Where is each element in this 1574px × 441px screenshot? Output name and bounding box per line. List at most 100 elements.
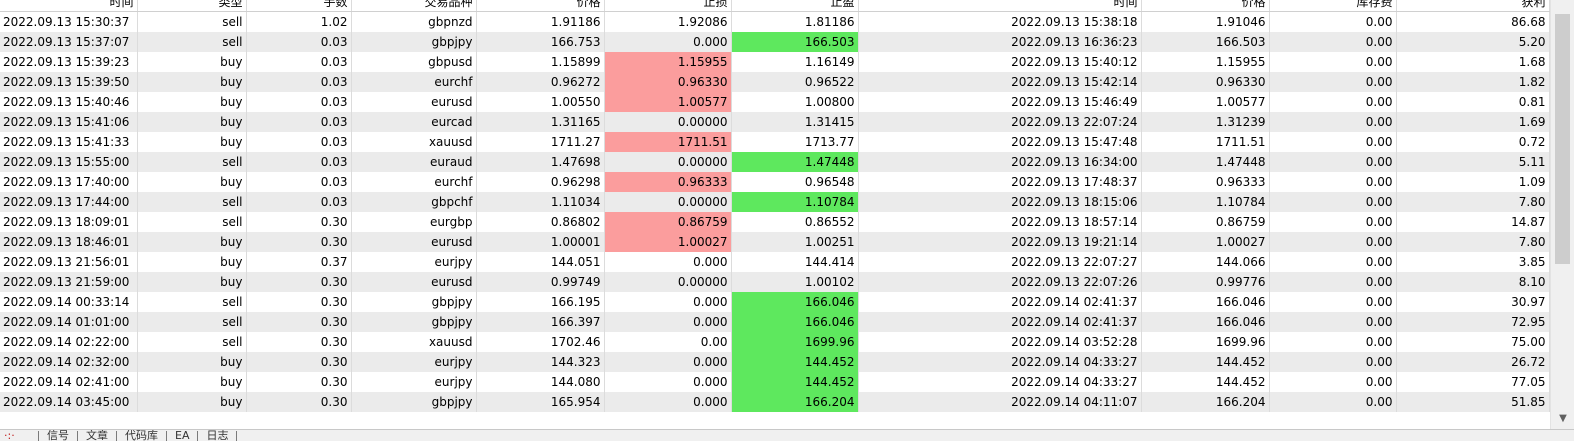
table-row[interactable]: 2022.09.13 15:30:37 sell 1.02 gbpnzd 1.91186… xyxy=(0,11,1550,32)
table-row[interactable]: 2022.09.14 02:41:00 buy 0.30 eurjpy 144.080 0… xyxy=(0,372,1550,392)
table-row[interactable]: 2022.09.13 15:39:50 buy 0.03 eurchf 0.96272 0… xyxy=(0,72,1550,92)
table-row[interactable]: 2022.09.13 21:56:01 buy 0.37 eurjpy 144.051 0… xyxy=(0,252,1550,272)
cell-swap: 0.00 xyxy=(1269,232,1397,252)
col-header-profit[interactable]: 获利 xyxy=(1396,0,1550,12)
cell-lots: 0.03 xyxy=(246,152,352,172)
tab-separator xyxy=(116,431,117,441)
cell-open-time: 2022.09.13 15:37:07 xyxy=(0,32,138,52)
cell-open-price: 144.323 xyxy=(476,352,605,372)
col-header-symbol[interactable]: 交易品种 xyxy=(351,0,477,12)
cell-type: buy xyxy=(137,112,247,132)
trade-history-panel: 时间 类型 手数 交易品种 价格 止损 止盈 时间 价格 库存费 获利 2022… xyxy=(0,0,1550,412)
cell-close-time: 2022.09.14 03:52:28 xyxy=(858,332,1142,352)
cell-stop-loss: 0.96330 xyxy=(604,72,732,92)
col-header-close-price[interactable]: 价格 xyxy=(1141,0,1270,12)
cell-lots: 0.30 xyxy=(246,232,352,252)
cell-type: buy xyxy=(137,352,247,372)
cell-close-price: 0.96333 xyxy=(1141,172,1270,192)
col-header-close-time[interactable]: 时间 xyxy=(858,0,1142,12)
cell-open-time: 2022.09.13 15:39:50 xyxy=(0,72,138,92)
cell-take-profit: 1.16149 xyxy=(731,52,859,72)
table-row[interactable]: 2022.09.13 15:37:07 sell 0.03 gbpjpy 166.753… xyxy=(0,32,1550,52)
cell-close-time: 2022.09.13 16:36:23 xyxy=(858,32,1142,52)
triangle-down-icon[interactable]: ▼ xyxy=(1559,413,1567,424)
cell-take-profit: 1.81186 xyxy=(731,11,859,32)
table-row[interactable]: 2022.09.14 02:22:00 sell 0.30 xauusd 1702.46… xyxy=(0,332,1550,352)
cell-stop-loss: 0.000 xyxy=(604,352,732,372)
cell-swap: 0.00 xyxy=(1269,392,1397,412)
cell-open-price: 0.96298 xyxy=(476,172,605,192)
col-header-open-price[interactable]: 价格 xyxy=(476,0,605,12)
cell-lots: 0.37 xyxy=(246,252,352,272)
cell-type: buy xyxy=(137,392,247,412)
table-row[interactable]: 2022.09.13 17:40:00 buy 0.03 eurchf 0.96298 0… xyxy=(0,172,1550,192)
cell-profit: 1.82 xyxy=(1396,72,1550,92)
cell-stop-loss: 0.000 xyxy=(604,292,732,312)
cell-close-time: 2022.09.13 17:48:37 xyxy=(858,172,1142,192)
cell-lots: 0.03 xyxy=(246,132,352,152)
cell-symbol: eurcad xyxy=(351,112,477,132)
tab-ea[interactable]: EA xyxy=(175,429,190,441)
cell-lots: 0.30 xyxy=(246,312,352,332)
col-header-type[interactable]: 类型 xyxy=(137,0,247,12)
tab-truncated-left[interactable]: ·:· xyxy=(4,429,15,441)
cell-swap: 0.00 xyxy=(1269,192,1397,212)
tab-code-base[interactable]: 代码库 xyxy=(125,429,158,441)
cell-swap: 0.00 xyxy=(1269,52,1397,72)
table-row[interactable]: 2022.09.13 15:39:23 buy 0.03 gbpusd 1.15899 1… xyxy=(0,52,1550,72)
cell-close-time: 2022.09.13 22:07:26 xyxy=(858,272,1142,292)
cell-close-price: 1.00577 xyxy=(1141,92,1270,112)
cell-type: buy xyxy=(137,52,247,72)
cell-swap: 0.00 xyxy=(1269,332,1397,352)
cell-take-profit: 144.452 xyxy=(731,352,859,372)
tab-articles[interactable]: 文章 xyxy=(86,429,108,441)
cell-open-price: 1711.27 xyxy=(476,132,605,152)
cell-symbol: xauusd xyxy=(351,332,477,352)
cell-close-price: 1.31239 xyxy=(1141,112,1270,132)
cell-swap: 0.00 xyxy=(1269,72,1397,92)
cell-take-profit: 1.10784 xyxy=(731,192,859,212)
tab-signals[interactable]: 信号 xyxy=(47,429,69,441)
scrollbar-thumb[interactable] xyxy=(1555,14,1570,264)
cell-lots: 0.30 xyxy=(246,352,352,372)
cell-symbol: xauusd xyxy=(351,132,477,152)
table-row[interactable]: 2022.09.13 15:41:06 buy 0.03 eurcad 1.31165 0… xyxy=(0,112,1550,132)
col-header-lots[interactable]: 手数 xyxy=(246,0,352,12)
cell-stop-loss: 0.00 xyxy=(604,332,732,352)
table-row[interactable]: 2022.09.13 17:44:00 sell 0.03 gbpchf 1.11034… xyxy=(0,192,1550,212)
cell-stop-loss: 0.000 xyxy=(604,392,732,412)
cell-close-price: 1.91046 xyxy=(1141,11,1270,32)
table-row[interactable]: 2022.09.13 21:59:00 buy 0.30 eurusd 0.99749 0… xyxy=(0,272,1550,292)
cell-open-price: 1.47698 xyxy=(476,152,605,172)
cell-type: sell xyxy=(137,192,247,212)
cell-stop-loss: 0.00000 xyxy=(604,112,732,132)
table-row[interactable]: 2022.09.13 18:46:01 buy 0.30 eurusd 1.00001 1… xyxy=(0,232,1550,252)
table-row[interactable]: 2022.09.14 00:33:14 sell 0.30 gbpjpy 166.195… xyxy=(0,292,1550,312)
table-row[interactable]: 2022.09.13 15:41:33 buy 0.03 xauusd 1711.27 1… xyxy=(0,132,1550,152)
cell-swap: 0.00 xyxy=(1269,212,1397,232)
col-header-swap[interactable]: 库存费 xyxy=(1269,0,1397,12)
col-header-take-profit[interactable]: 止盈 xyxy=(731,0,859,12)
table-row[interactable]: 2022.09.14 03:45:00 buy 0.30 gbpjpy 165.954 0… xyxy=(0,392,1550,412)
vertical-scrollbar[interactable]: ▼ xyxy=(1550,0,1574,429)
cell-open-time: 2022.09.13 17:40:00 xyxy=(0,172,138,192)
col-header-open-time[interactable]: 时间 xyxy=(0,0,138,12)
cell-lots: 0.03 xyxy=(246,52,352,72)
col-header-stop-loss[interactable]: 止损 xyxy=(604,0,732,12)
cell-lots: 0.03 xyxy=(246,32,352,52)
cell-take-profit: 166.046 xyxy=(731,292,859,312)
cell-profit: 77.05 xyxy=(1396,372,1550,392)
cell-close-time: 2022.09.13 18:15:06 xyxy=(858,192,1142,212)
cell-symbol: euraud xyxy=(351,152,477,172)
table-row[interactable]: 2022.09.14 01:01:00 sell 0.30 gbpjpy 166.397… xyxy=(0,312,1550,332)
cell-open-price: 166.753 xyxy=(476,32,605,52)
table-row[interactable]: 2022.09.14 02:32:00 buy 0.30 eurjpy 144.323 0… xyxy=(0,352,1550,372)
cell-type: sell xyxy=(137,332,247,352)
cell-close-price: 0.99776 xyxy=(1141,272,1270,292)
cell-open-time: 2022.09.14 02:22:00 xyxy=(0,332,138,352)
table-row[interactable]: 2022.09.13 18:09:01 sell 0.30 eurgbp 0.86802… xyxy=(0,212,1550,232)
cell-profit: 1.09 xyxy=(1396,172,1550,192)
table-row[interactable]: 2022.09.13 15:55:00 sell 0.03 euraud 1.47698… xyxy=(0,152,1550,172)
table-row[interactable]: 2022.09.13 15:40:46 buy 0.03 eurusd 1.00550 1… xyxy=(0,92,1550,112)
tab-journal[interactable]: 日志 xyxy=(206,429,229,441)
